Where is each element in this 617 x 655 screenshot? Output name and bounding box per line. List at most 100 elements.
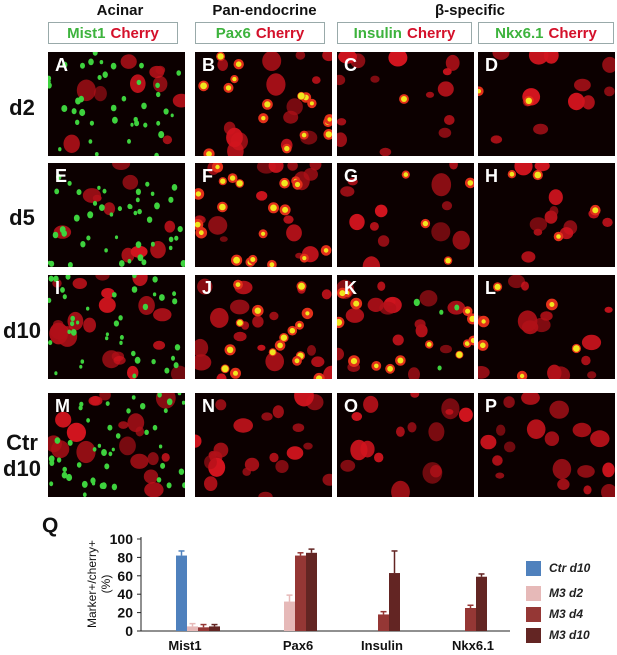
- marker-box-insulin: Insulin Cherry: [337, 22, 472, 44]
- legend-item: M3 d4: [526, 606, 583, 622]
- row-label-ctr-d10: Ctr d10: [0, 430, 44, 482]
- panel-letter: M: [55, 396, 70, 416]
- micrograph-image: [480, 393, 615, 497]
- legend-swatch: [526, 606, 541, 622]
- bar: [284, 601, 295, 631]
- bar: [306, 552, 317, 631]
- marker-green-label: Mist1: [67, 24, 106, 42]
- panel-letter-q: Q: [42, 514, 59, 537]
- micrograph-panel: P: [478, 393, 615, 497]
- micrograph-image: [198, 52, 332, 156]
- legend-swatch: [526, 627, 541, 643]
- legend-item: M3 d10: [526, 627, 590, 643]
- bar: [176, 555, 187, 631]
- y-tick-label: 80: [117, 549, 133, 565]
- micrograph-panel: G: [337, 163, 474, 267]
- micrograph-image: [478, 52, 615, 144]
- x-tick-label: Mist1: [168, 638, 202, 653]
- bar: [209, 626, 220, 631]
- marker-red-label: Cherry: [110, 24, 159, 42]
- legend-label: M3 d10: [549, 628, 590, 642]
- panel-letter: N: [202, 396, 215, 416]
- x-tick-label: Insulin: [361, 638, 403, 653]
- marker-red-label: Cherry: [255, 24, 305, 42]
- header-acinar: Acinar: [96, 2, 144, 19]
- marker-green-label: Pax6: [215, 24, 251, 42]
- micrograph-panel: F: [195, 163, 332, 267]
- x-tick-label: Pax6: [282, 638, 314, 653]
- panel-letter: F: [202, 166, 213, 186]
- panel-letter: I: [55, 278, 61, 298]
- micrograph-panel: H: [478, 163, 615, 267]
- marker-red-label: Cherry: [548, 24, 597, 42]
- panel-letter: C: [344, 55, 357, 75]
- bar: [389, 573, 400, 631]
- bar: [198, 627, 209, 631]
- x-tick-label: Nkx6.1: [452, 638, 494, 653]
- bar-chart: 0 20 40 60 80 100 Marker+/cherry+ (%): [85, 531, 510, 639]
- bar: [187, 626, 198, 631]
- bar: [465, 608, 476, 631]
- y-tick-label: 0: [125, 623, 133, 639]
- panel-letter: P: [485, 396, 498, 416]
- panel-letter: A: [55, 55, 68, 75]
- micrograph-image: [337, 52, 460, 156]
- micrograph-panel: C: [337, 52, 474, 156]
- panel-letter: G: [344, 166, 359, 186]
- micrograph-panel: I: [48, 275, 185, 379]
- row-label-d10: d10: [0, 318, 44, 344]
- legend-item: Ctr d10: [526, 560, 590, 576]
- panel-letter: H: [485, 166, 498, 186]
- y-axis-label-unit: (%): [99, 575, 113, 594]
- bar: [476, 576, 487, 631]
- micrograph-image: [195, 393, 332, 497]
- marker-green-label: Insulin: [353, 24, 402, 42]
- panel-letter: J: [202, 278, 213, 298]
- legend-label: M3 d2: [549, 586, 584, 600]
- micrograph-panel: N: [195, 393, 332, 497]
- micrograph-panel: L: [478, 275, 615, 379]
- panel-letter: E: [55, 166, 68, 186]
- legend-swatch: [526, 560, 541, 576]
- micrograph-image: [48, 52, 185, 156]
- marker-red-label: Cherry: [406, 24, 456, 42]
- marker-box-mist1: Mist1 Cherry: [48, 22, 178, 44]
- panel-letter: B: [202, 55, 215, 75]
- row-label-text: d10: [3, 318, 41, 343]
- micrograph-image: [507, 163, 613, 263]
- marker-box-pax6: Pax6 Cherry: [195, 22, 325, 44]
- y-tick-label: 100: [110, 531, 134, 547]
- y-tick-label: 20: [117, 605, 133, 621]
- micrograph-panel: O: [337, 393, 474, 497]
- micrograph-image: [337, 279, 474, 379]
- micrograph-image: [340, 393, 473, 497]
- micrograph-panel: M: [48, 393, 185, 497]
- marker-green-label: Nkx6.1: [495, 24, 544, 42]
- row-label-text: d5: [9, 205, 35, 230]
- micrograph-panel: K: [337, 275, 474, 379]
- micrograph-panel: A: [48, 52, 185, 156]
- bar: [295, 555, 306, 631]
- y-axis-label: Marker+/cherry+: [85, 540, 99, 628]
- micrograph-image: [48, 275, 185, 379]
- row-label-text: d2: [9, 95, 35, 120]
- header-beta-specific: β-specific: [434, 2, 505, 19]
- micrograph-image: [195, 163, 332, 267]
- micrograph-image: [340, 163, 474, 267]
- micrograph-image: [195, 278, 332, 379]
- y-tick-label: 60: [117, 568, 133, 584]
- row-label-text: Ctr: [6, 430, 38, 455]
- bar: [378, 614, 389, 631]
- legend-swatch: [526, 585, 541, 601]
- micrograph-panel: D: [478, 52, 615, 156]
- legend-item: M3 d2: [526, 585, 583, 601]
- micrograph-image: [478, 275, 613, 379]
- legend-label: Ctr d10: [549, 561, 591, 575]
- panel-letter: L: [485, 278, 496, 298]
- micrograph-image: [48, 163, 185, 267]
- row-label-d5: d5: [0, 205, 44, 231]
- marker-box-nkx61: Nkx6.1 Cherry: [478, 22, 614, 44]
- panel-letter: D: [485, 55, 498, 75]
- row-label-d2: d2: [0, 95, 44, 121]
- row-label-text: d10: [3, 456, 41, 481]
